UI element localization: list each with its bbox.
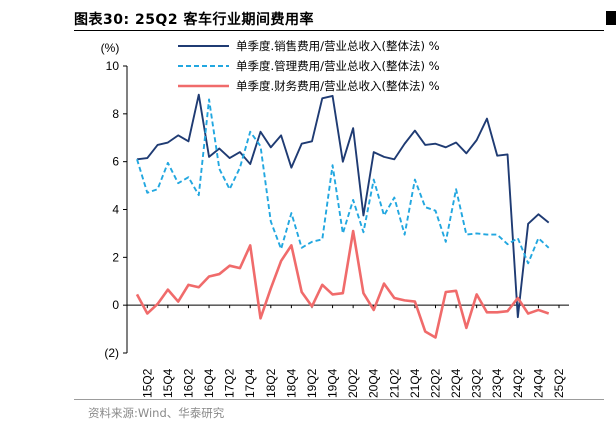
y-tick-label: 4 xyxy=(112,203,119,217)
legend-label: 单季度.管理费用/营业总收入(整体法) % xyxy=(236,59,440,73)
series-line xyxy=(136,93,550,319)
x-axis: 15Q2 15Q4 16Q2 16Q4 17Q2 17Q4 18Q2 18Q4 19Q2 19Q4… xyxy=(127,304,569,398)
x-tick-label: 17Q2 xyxy=(223,368,237,398)
legend-label: 单季度.销售费用/营业总收入(整体法) % xyxy=(236,39,440,53)
y-tick-label: 10 xyxy=(106,59,120,73)
series-layer xyxy=(135,93,550,339)
x-tick-label: 21Q2 xyxy=(387,368,401,398)
y-tick-label: (2) xyxy=(104,346,119,360)
y-axis: (%) 10 8 6 4 2 0 (2) xyxy=(101,41,128,360)
x-tick-label: 15Q4 xyxy=(161,368,175,398)
x-tick-label: 24Q2 xyxy=(511,368,525,398)
x-tick-label: 15Q2 xyxy=(140,368,154,398)
source-note: 资料来源:Wind、华泰研究 xyxy=(88,406,225,420)
y-tick-label: 6 xyxy=(112,155,119,169)
source-divider xyxy=(74,399,604,400)
legend: 单季度.销售费用/营业总收入(整体法) % 单季度.管理费用/营业总收入(整体法)… xyxy=(178,39,440,93)
adjacent-page-fragment xyxy=(606,11,616,25)
x-tick-label: 16Q2 xyxy=(181,368,195,398)
x-tick-label: 21Q4 xyxy=(408,368,422,398)
x-tick-label: 23Q4 xyxy=(490,368,504,398)
x-tick-label: 20Q2 xyxy=(346,368,360,398)
x-tick-label: 19Q2 xyxy=(305,368,319,398)
x-tick-label: 18Q4 xyxy=(284,368,298,398)
title-divider xyxy=(74,30,604,31)
x-tick-label: 25Q2 xyxy=(552,368,566,398)
legend-label: 单季度.财务费用/营业总收入(整体法) % xyxy=(236,79,440,93)
x-tick-label: 22Q2 xyxy=(428,368,442,398)
chart-title: 图表30: 25Q2 客车行业期间费用率 xyxy=(74,12,314,28)
y-tick-label: 2 xyxy=(112,250,119,264)
x-tick-label: 24Q4 xyxy=(531,368,545,398)
x-tick-label: 19Q4 xyxy=(326,368,340,398)
x-tick-label: 17Q4 xyxy=(243,368,257,398)
x-tick-label: 16Q4 xyxy=(202,368,216,398)
x-tick-label: 23Q2 xyxy=(470,368,484,398)
x-tick-label: 22Q4 xyxy=(449,368,463,398)
y-tick-label: 8 xyxy=(112,107,119,121)
x-tick-label: 20Q4 xyxy=(367,368,381,398)
y-axis-unit: (%) xyxy=(101,41,120,55)
x-tick-label: 18Q2 xyxy=(264,368,278,398)
series-line xyxy=(135,229,550,339)
y-tick-label: 0 xyxy=(112,298,119,312)
series-line xyxy=(136,98,550,265)
